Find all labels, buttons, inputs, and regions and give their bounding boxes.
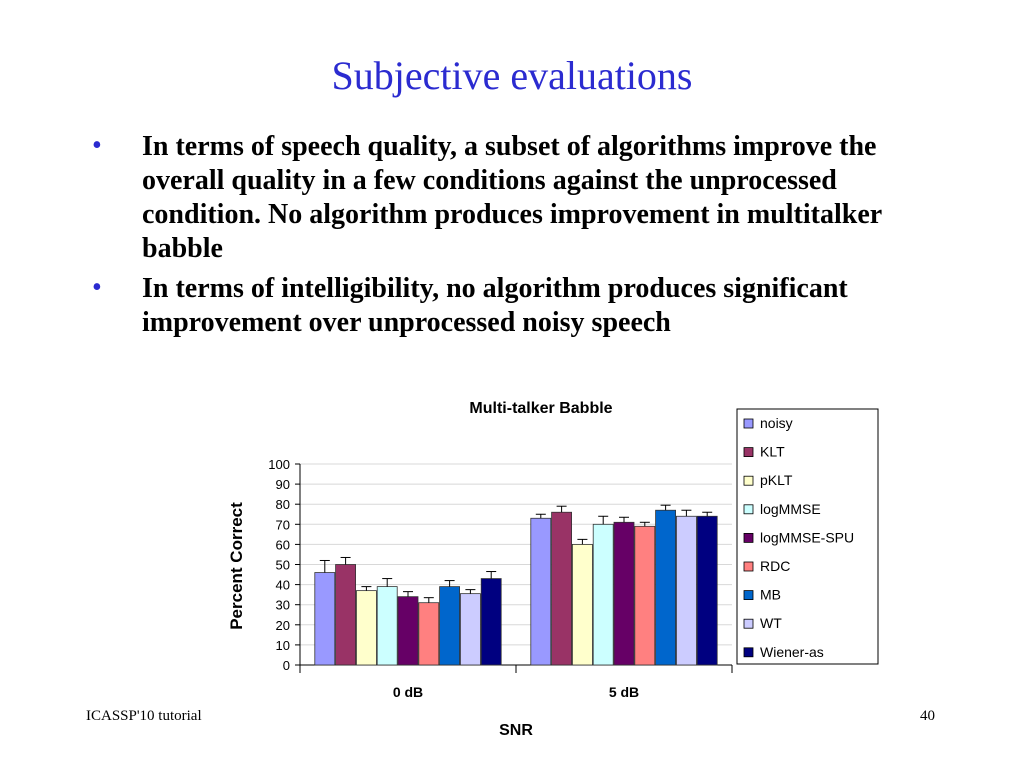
bar <box>439 586 461 666</box>
y-tick-label: 40 <box>276 578 290 593</box>
bullet-text-speech-quality: In terms of speech quality, a subset of … <box>142 131 882 264</box>
y-tick-label: 20 <box>276 618 290 633</box>
bar <box>676 515 697 666</box>
bar <box>572 544 593 666</box>
legend-label: Wiener-as <box>760 644 824 660</box>
slide-title: Subjective evaluations <box>331 53 693 98</box>
bar <box>335 564 357 666</box>
bar <box>418 602 440 666</box>
y-tick-label: 60 <box>276 537 290 552</box>
y-tick-label: 0 <box>283 658 290 673</box>
x-tick-label: 5 dB <box>609 684 639 700</box>
bar <box>551 511 572 666</box>
bullet-list: • In terms of speech quality, a subset o… <box>92 130 952 346</box>
legend-swatch <box>743 647 754 658</box>
legend-swatch <box>743 504 754 515</box>
bar <box>397 596 419 666</box>
y-tick-label: 80 <box>276 497 290 512</box>
bar <box>530 517 552 666</box>
bar <box>314 572 336 666</box>
y-tick-label: 70 <box>276 517 290 532</box>
legend-label: RDC <box>760 558 790 574</box>
bar <box>634 525 656 666</box>
legend-label: WT <box>760 615 782 631</box>
bullet-item: • In terms of intelligibility, no algori… <box>92 272 952 340</box>
bar <box>696 515 718 666</box>
legend-swatch <box>743 447 754 458</box>
legend-swatch <box>743 533 754 543</box>
y-tick-label: 50 <box>276 558 290 573</box>
bullet-dot-icon: • <box>92 272 102 303</box>
y-axis-title: Percent Correct <box>227 502 246 630</box>
y-tick-label: 30 <box>276 598 290 613</box>
bar <box>592 523 614 666</box>
legend-swatch <box>743 590 754 600</box>
legend-swatch <box>743 618 754 629</box>
legend-label: pKLT <box>760 472 793 488</box>
bar <box>613 521 635 666</box>
legend-label: KLT <box>760 444 785 460</box>
y-tick-label: 90 <box>276 477 290 492</box>
y-tick-label: 100 <box>268 457 290 472</box>
legend-swatch <box>743 475 754 486</box>
page-number: 40 <box>920 708 935 724</box>
x-axis-title: SNR <box>499 722 533 739</box>
bar <box>655 509 676 666</box>
legend-box <box>736 408 879 665</box>
bar <box>459 593 481 666</box>
bar <box>376 586 398 666</box>
legend-label: noisy <box>760 415 793 431</box>
y-tick-label: 10 <box>276 638 290 653</box>
legend-swatch <box>743 418 754 429</box>
legend-label: logMMSE <box>760 501 821 517</box>
bullet-item: • In terms of speech quality, a subset o… <box>92 130 952 266</box>
chart-title: Multi-talker Babble <box>469 400 612 417</box>
bullet-text-intelligibility: In terms of intelligibility, no algorith… <box>142 273 848 338</box>
footer-label: ICASSP'10 tutorial <box>86 708 202 724</box>
bar <box>480 578 502 666</box>
bullet-dot-icon: • <box>92 130 102 161</box>
legend-label: MB <box>760 587 781 603</box>
legend-label: logMMSE-SPU <box>760 529 854 545</box>
bar <box>355 590 377 666</box>
x-tick-label: 0 dB <box>393 684 423 700</box>
legend-swatch <box>743 561 754 572</box>
